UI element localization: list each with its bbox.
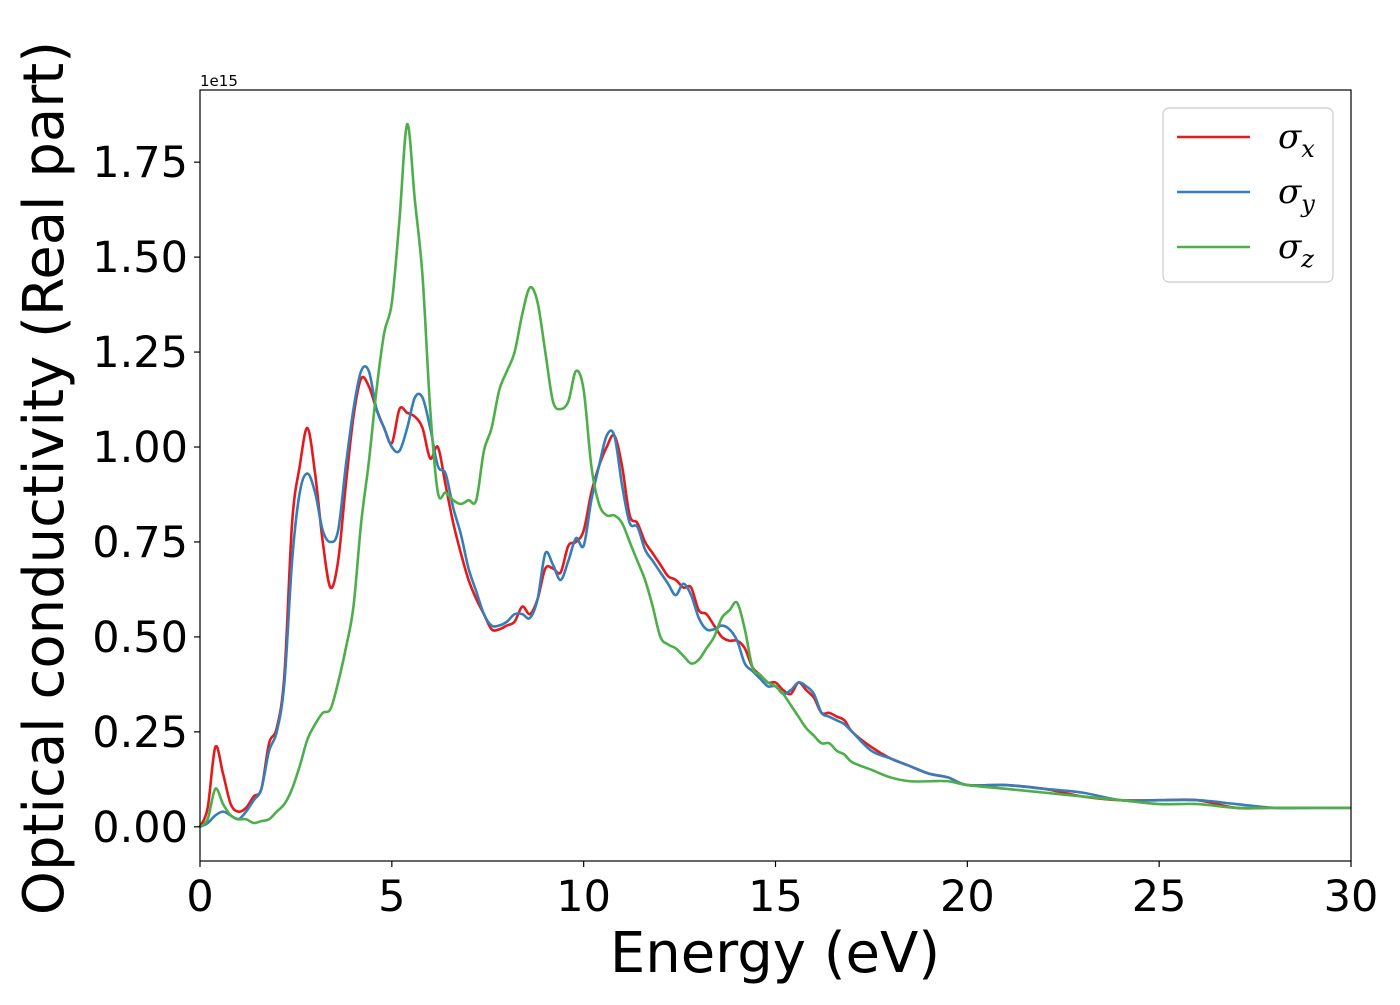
y-tick-label: 1.50 [92, 233, 188, 283]
x-tick-label: 25 [1132, 872, 1187, 922]
series-layer [198, 122, 1351, 829]
y-tick-label: 0.50 [92, 613, 188, 663]
x-tick-label: 15 [748, 872, 803, 922]
y-tick-label: 0.00 [92, 803, 188, 853]
series-line-z [199, 122, 1351, 828]
y-tick-label: 1.00 [92, 423, 188, 473]
x-tick-label: 10 [556, 872, 611, 922]
series-line-x [198, 375, 1351, 828]
x-tick-label: 5 [378, 872, 405, 922]
y-tick-label: 1.25 [92, 328, 188, 378]
y-offset-label: 1e15 [200, 72, 238, 90]
legend-box [1162, 107, 1334, 283]
series-line-y [199, 365, 1351, 829]
y-tick-label: 0.25 [92, 708, 188, 758]
x-tick-label: 0 [186, 872, 213, 922]
x-axis: 0 5 10 15 20 25 30 [186, 861, 1378, 922]
y-axis-title: Optical conductivity (Real part) [12, 41, 77, 915]
x-axis-title: Energy (eV) [610, 921, 940, 986]
y-tick-label: 0.75 [92, 518, 188, 568]
x-tick-label: 20 [940, 872, 995, 922]
y-axis: 0.00 0.25 0.50 0.75 1.00 1.25 1.50 1.75 [92, 138, 200, 853]
y-tick-label: 1.75 [92, 138, 188, 188]
x-tick-label: 30 [1324, 872, 1379, 922]
